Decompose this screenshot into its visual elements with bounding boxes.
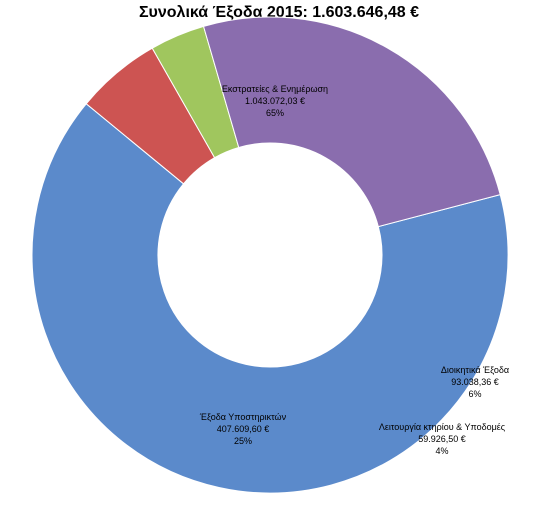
- slice-campaigns: [31, 103, 509, 494]
- data-label-admin-name: Διοικητικά Έξοδα: [441, 365, 509, 375]
- data-label-building-name: Λειτουργία κτηρίου & Υποδομές: [379, 422, 506, 432]
- data-label-supporters-name: Έξοδα Υποστηρικτών: [199, 412, 287, 422]
- data-label-campaigns-percent: 65%: [266, 108, 284, 118]
- chart-title: Συνολικά Έξοδα 2015: 1.603.646,48 €: [138, 4, 420, 21]
- data-label-supporters-percent: 25%: [234, 436, 252, 446]
- data-label-admin-value: 93.038,36 €: [451, 377, 499, 387]
- data-label-admin-percent: 6%: [468, 389, 481, 399]
- data-label-supporters-value: 407.609,60 €: [217, 424, 270, 434]
- data-label-building-value: 59.926,50 €: [418, 434, 466, 444]
- data-label-campaigns-value: 1.043.072,03 €: [245, 96, 305, 106]
- data-label-campaigns-name: Εκστρατείες & Ενημέρωση: [222, 84, 328, 94]
- slice-supporters: [202, 16, 501, 228]
- data-label-building-percent: 4%: [435, 446, 448, 456]
